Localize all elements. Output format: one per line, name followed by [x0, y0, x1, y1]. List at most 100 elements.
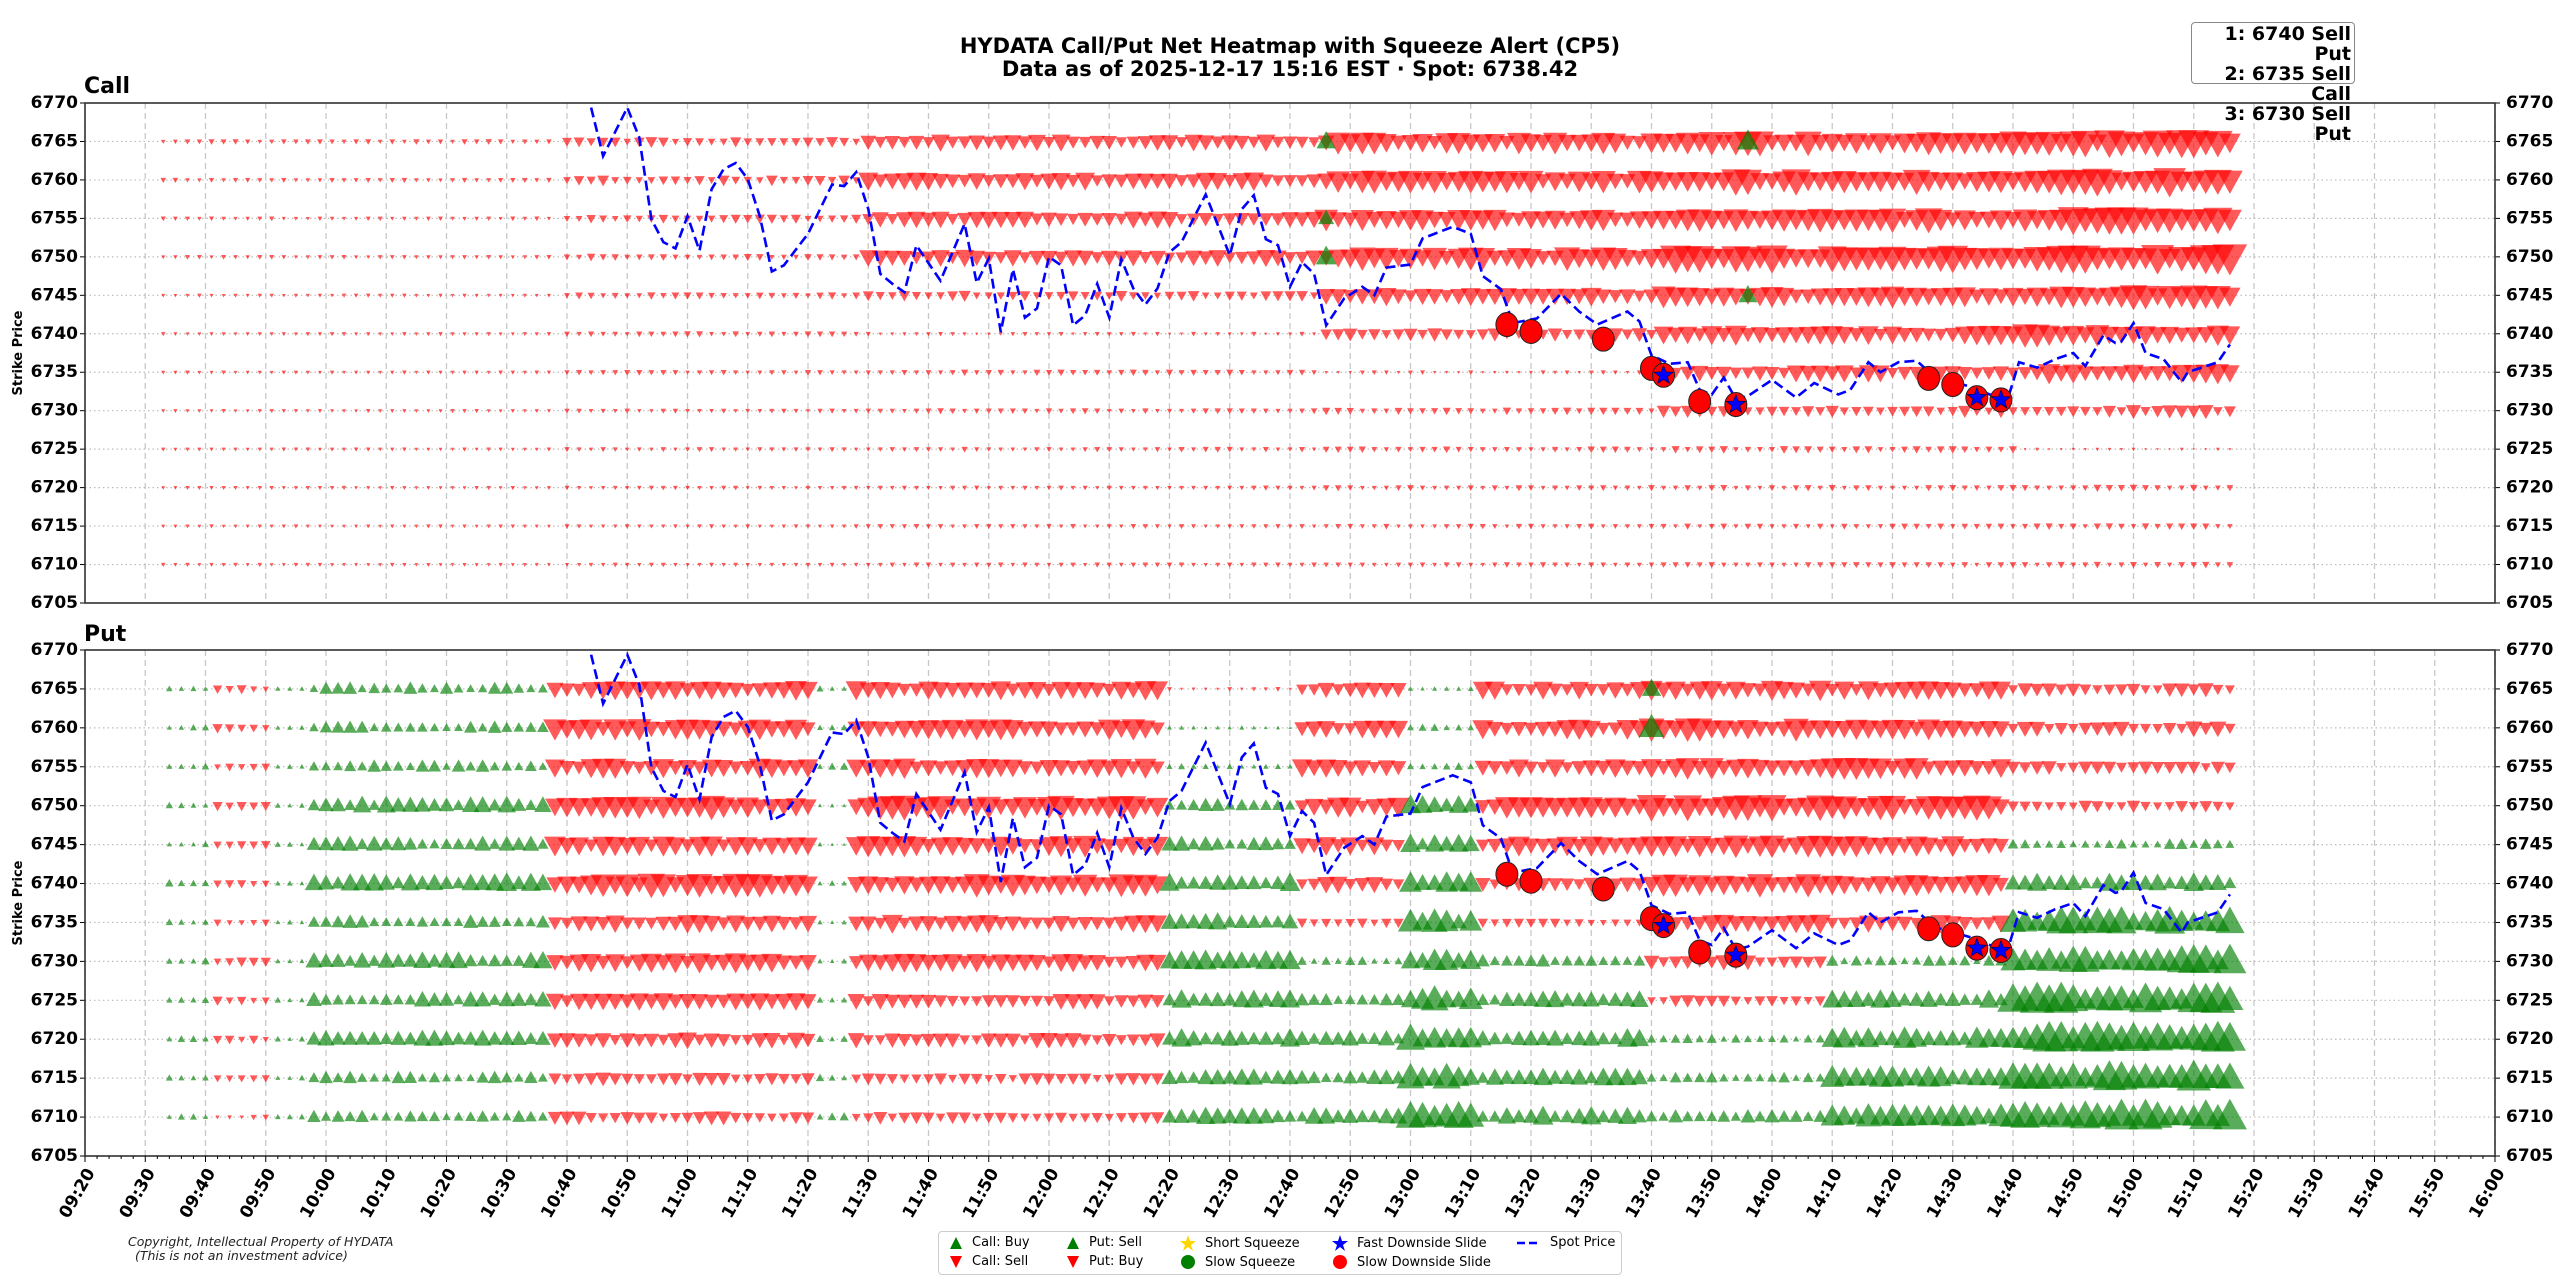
sell-triangle-marker — [851, 214, 862, 224]
buy-triangle-marker — [2141, 840, 2150, 848]
buy-triangle-marker — [1570, 1068, 1589, 1085]
sell-triangle-marker — [1365, 799, 1384, 816]
buy-triangle-marker — [165, 1074, 173, 1081]
sell-triangle-marker — [221, 255, 227, 260]
sell-triangle-marker — [697, 408, 702, 414]
sell-triangle-marker — [1076, 760, 1094, 777]
sell-triangle-marker — [886, 214, 899, 225]
sell-triangle-marker — [225, 841, 234, 850]
sell-triangle-marker — [1008, 291, 1018, 301]
sell-triangle-marker — [1606, 838, 1624, 854]
sell-triangle-marker — [1251, 370, 1257, 376]
buy-triangle-marker — [379, 993, 393, 1005]
sell-triangle-marker — [1419, 446, 1426, 453]
buy-triangle-marker — [330, 797, 346, 812]
sell-triangle-marker — [564, 370, 570, 376]
sell-triangle-marker — [938, 562, 943, 568]
sell-triangle-marker — [245, 563, 250, 567]
sell-triangle-marker — [1403, 290, 1418, 303]
buy-triangle-marker — [453, 917, 464, 926]
buy-triangle-marker — [393, 722, 404, 732]
sell-triangle-marker — [611, 254, 619, 261]
buy-triangle-marker — [380, 760, 392, 771]
sell-triangle-marker — [546, 254, 552, 260]
annotation-line-3: 3: 6730 Sell Put — [2224, 103, 2351, 145]
x-tick-label: 14:00 — [1742, 1165, 1786, 1222]
buy-triangle-marker — [497, 795, 517, 813]
sell-triangle-marker — [1910, 406, 1923, 418]
sell-triangle-marker — [707, 215, 716, 223]
sell-triangle-marker — [239, 1115, 244, 1120]
sell-triangle-marker — [1055, 1074, 1067, 1085]
sell-triangle-marker — [1455, 562, 1462, 568]
sell-triangle-marker — [909, 1034, 924, 1047]
sell-triangle-marker — [798, 915, 818, 933]
sell-triangle-marker — [281, 486, 286, 490]
star-icon — [1332, 1235, 1348, 1251]
sell-triangle-marker — [1961, 485, 1968, 491]
buy-triangle-marker — [1342, 1108, 1359, 1123]
sell-triangle-marker — [1889, 562, 1896, 569]
sell-triangle-marker — [950, 332, 955, 337]
sell-triangle-marker — [1403, 328, 1418, 342]
sell-triangle-marker — [1058, 447, 1064, 452]
sell-triangle-marker — [261, 880, 270, 888]
buy-triangle-marker — [463, 954, 478, 967]
buy-triangle-marker — [473, 796, 492, 813]
buy-triangle-marker — [1173, 1108, 1190, 1123]
buy-triangle-marker — [298, 1074, 306, 1081]
sell-triangle-marker — [765, 175, 778, 187]
x-tick-label: 13:30 — [1562, 1165, 1606, 1222]
sell-triangle-marker — [1624, 524, 1631, 529]
sell-triangle-marker — [715, 1111, 732, 1126]
sell-triangle-marker — [858, 172, 879, 191]
sell-triangle-marker — [450, 409, 455, 414]
buy-triangle-marker — [331, 1110, 345, 1122]
buy-triangle-marker — [1307, 993, 1321, 1005]
sell-triangle-marker — [680, 839, 695, 853]
sell-triangle-marker — [1115, 290, 1128, 302]
sell-triangle-marker — [1580, 287, 1602, 307]
sell-triangle-marker — [1191, 447, 1197, 452]
sell-triangle-marker — [1379, 839, 1394, 853]
sell-triangle-marker — [980, 838, 997, 854]
sell-triangle-marker — [608, 1073, 622, 1086]
sell-triangle-marker — [197, 370, 202, 375]
buy-triangle-marker — [1922, 954, 1935, 966]
sell-triangle-marker — [671, 138, 680, 146]
sell-triangle-marker — [1515, 408, 1523, 415]
sell-triangle-marker — [613, 524, 618, 529]
sell-triangle-marker — [225, 958, 235, 967]
buy-triangle-marker — [511, 797, 527, 811]
sell-triangle-marker — [745, 408, 751, 414]
sell-triangle-marker — [317, 447, 322, 452]
sell-triangle-marker — [341, 447, 347, 452]
sell-triangle-marker — [714, 682, 733, 699]
buy-triangle-marker — [476, 1110, 490, 1122]
sell-triangle-marker — [899, 1074, 910, 1084]
sell-triangle-marker — [1329, 212, 1347, 228]
sell-triangle-marker — [1503, 446, 1510, 453]
sell-triangle-marker — [991, 954, 1011, 972]
sell-triangle-marker — [2176, 723, 2188, 734]
x-tick-label: 09:40 — [176, 1165, 220, 1222]
slow-downside-slide-marker — [1519, 868, 1543, 894]
buy-triangle-marker — [190, 919, 197, 925]
sell-triangle-marker — [733, 447, 739, 452]
buy-triangle-marker — [2093, 840, 2102, 848]
sell-triangle-marker — [842, 563, 847, 567]
buy-triangle-marker — [538, 1072, 548, 1082]
sell-triangle-marker — [1936, 446, 1945, 454]
sell-triangle-marker — [865, 331, 871, 337]
buy-triangle-marker — [202, 918, 209, 925]
buy-triangle-marker — [454, 1073, 463, 1082]
sell-triangle-marker — [1004, 212, 1022, 228]
sell-triangle-marker — [353, 216, 359, 221]
sell-triangle-marker — [1130, 562, 1137, 568]
buy-triangle-marker — [2197, 874, 2215, 890]
sell-triangle-marker — [1957, 367, 1973, 381]
sell-triangle-marker — [1045, 369, 1053, 376]
sell-triangle-marker — [462, 332, 467, 337]
sell-triangle-marker — [250, 881, 258, 888]
sell-triangle-marker — [1763, 722, 1781, 737]
